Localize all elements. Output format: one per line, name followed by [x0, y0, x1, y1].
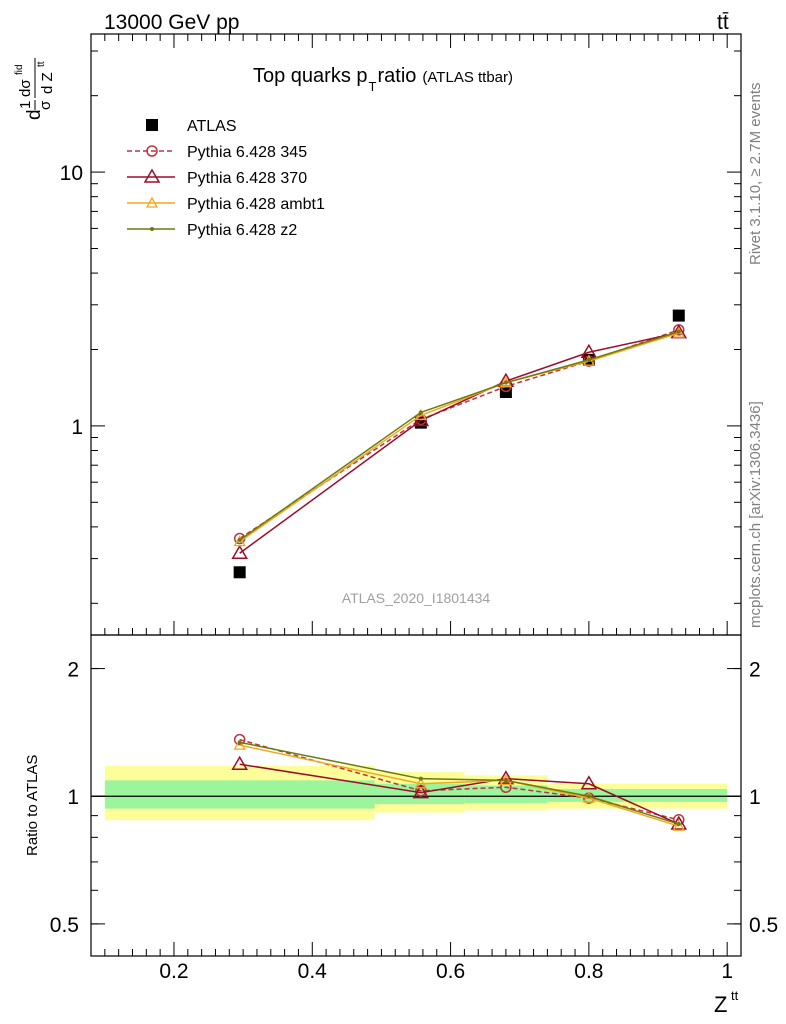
main-series-2-line — [239, 331, 679, 554]
main-series-4-point-3 — [586, 357, 591, 362]
title-text: Top quarks p — [253, 65, 368, 87]
ratio-series-3-point-1 — [418, 776, 423, 781]
ratio-ytick-label-right: 0.5 — [749, 914, 778, 937]
ylabel-num-b: dσ — [17, 79, 34, 97]
series-layer — [231, 309, 688, 831]
axes-layer: 1 10 0.5 0.5 1 1 2 2 0.2 0.4 0.6 0.8 1 — [50, 33, 778, 983]
stat-band-2 — [464, 785, 548, 804]
main-ytick-label: 1 — [71, 416, 83, 439]
ratio-series-3-point-4 — [676, 822, 681, 827]
ylabel-sup-b: fid — [14, 64, 25, 75]
svg-text:Top quarks p: Top quarks p — [253, 65, 368, 87]
legend-marker-2 — [143, 168, 161, 183]
analysis-id: ATLAS_2020_I1801434 — [342, 590, 491, 606]
main-series-0-point-4 — [672, 309, 685, 322]
ratio-series-1-point-2 — [497, 770, 515, 785]
legend-label-3: Pythia 6.428 ambt1 — [187, 196, 325, 213]
main-series-4-line — [239, 330, 679, 541]
ratio-ylabel: Ratio to ATLAS — [24, 755, 41, 856]
ylabel-sup-den: tt — [36, 61, 47, 67]
legend-label-1: Pythia 6.428 345 — [187, 144, 307, 161]
ratio-ytick-label-right: 2 — [749, 659, 761, 682]
main-series-4-point-0 — [237, 538, 242, 543]
process-label: tt̄ — [717, 11, 729, 34]
ratio-series-2-point-1 — [414, 777, 427, 789]
main-series-4-point-1 — [418, 410, 423, 415]
ratio-frame — [90, 634, 742, 957]
ylabel-den-a: σ — [37, 100, 54, 110]
xtick-label: 0.2 — [159, 960, 188, 983]
rivet-label: Rivet 3.1.10, ≥ 2.7M events — [747, 83, 764, 266]
ratio-series-1-point-1 — [412, 784, 430, 799]
main-ylabel: d 1 σ dσ fid d Z tt — [14, 58, 56, 120]
ratio-series-1-point-3 — [580, 775, 598, 790]
main-series-4-point-4 — [676, 329, 681, 334]
main-series-3-line — [239, 332, 679, 543]
ratio-ytick-label: 1 — [67, 786, 79, 809]
x-axis-label: Z tt — [714, 988, 739, 1017]
legend-label-4: Pythia 6.428 z2 — [187, 222, 297, 239]
ratio-series-2-point-4 — [672, 819, 685, 831]
legend-label-0: ATLAS — [187, 118, 237, 135]
xlabel-sup: tt — [731, 988, 739, 1003]
ylabel-den-b: d Z — [39, 72, 56, 94]
legend-label-2: Pythia 6.428 370 — [187, 170, 307, 187]
title-subscript: T — [369, 79, 377, 94]
xtick-label: 0.4 — [298, 960, 328, 983]
title-subtitle: (ATLAS ttbar) — [422, 69, 513, 86]
main-series-1-line — [239, 329, 680, 540]
ylabel-prefix: d — [24, 109, 45, 120]
energy-label: 13000 GeV pp — [104, 11, 239, 34]
ratio-ytick-label: 0.5 — [50, 914, 79, 937]
xtick-label: 0.6 — [436, 960, 465, 983]
main-series-0-point-0 — [233, 566, 246, 579]
source-label: mcplots.cern.ch [arXiv:1306.3436] — [747, 401, 764, 628]
ylabel-num-a: 1 — [17, 101, 34, 109]
xtick-label: 0.8 — [574, 960, 603, 983]
main-series-3-point-0 — [233, 535, 246, 547]
ratio-series-1-point-0 — [231, 755, 248, 770]
ratio-series-0-point-0 — [233, 733, 246, 746]
legend-marker-1 — [146, 145, 158, 157]
xtick-label: 1 — [721, 960, 733, 983]
ratio-series-3-point-0 — [237, 740, 242, 745]
ratio-series-3-point-2 — [503, 778, 508, 783]
ratio-ytick-label: 2 — [67, 659, 79, 682]
legend-marker-4 — [150, 227, 154, 231]
legend: ATLAS Pythia 6.428 345 Pythia 6.428 370 Pyt… — [127, 118, 325, 239]
ratio-series-2-point-0 — [233, 738, 246, 750]
stat-band-0 — [104, 780, 375, 809]
main-ytick-label: 10 — [60, 162, 83, 185]
xlabel-text: Z — [714, 992, 727, 1017]
main-title: Top quarks p T ratio (ATLAS ttbar) — [253, 65, 513, 94]
legend-marker-0 — [146, 119, 158, 131]
main-series-4-point-2 — [503, 380, 508, 385]
title-rest: ratio — [378, 65, 417, 87]
main-series-2-point-0 — [231, 544, 248, 559]
ratio-series-3-point-3 — [586, 794, 591, 799]
ratio-ytick-label-right: 1 — [749, 786, 761, 809]
legend-marker-3 — [145, 196, 159, 208]
